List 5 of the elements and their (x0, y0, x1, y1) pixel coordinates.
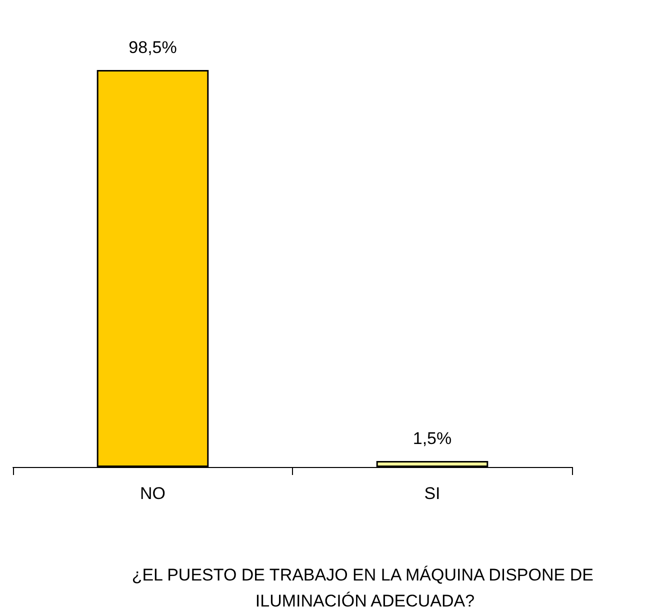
x-axis-title: ¿EL PUESTO DE TRABAJO EN LA MÁQUINA DISPONE DE ILUMINACIÓN ADECUADA? (132, 566, 598, 610)
x-tick-label: SI (424, 484, 440, 503)
data-label: 1,5% (412, 428, 452, 448)
data-label: 98,5% (128, 38, 177, 57)
x-tick-label: NO (140, 484, 166, 503)
